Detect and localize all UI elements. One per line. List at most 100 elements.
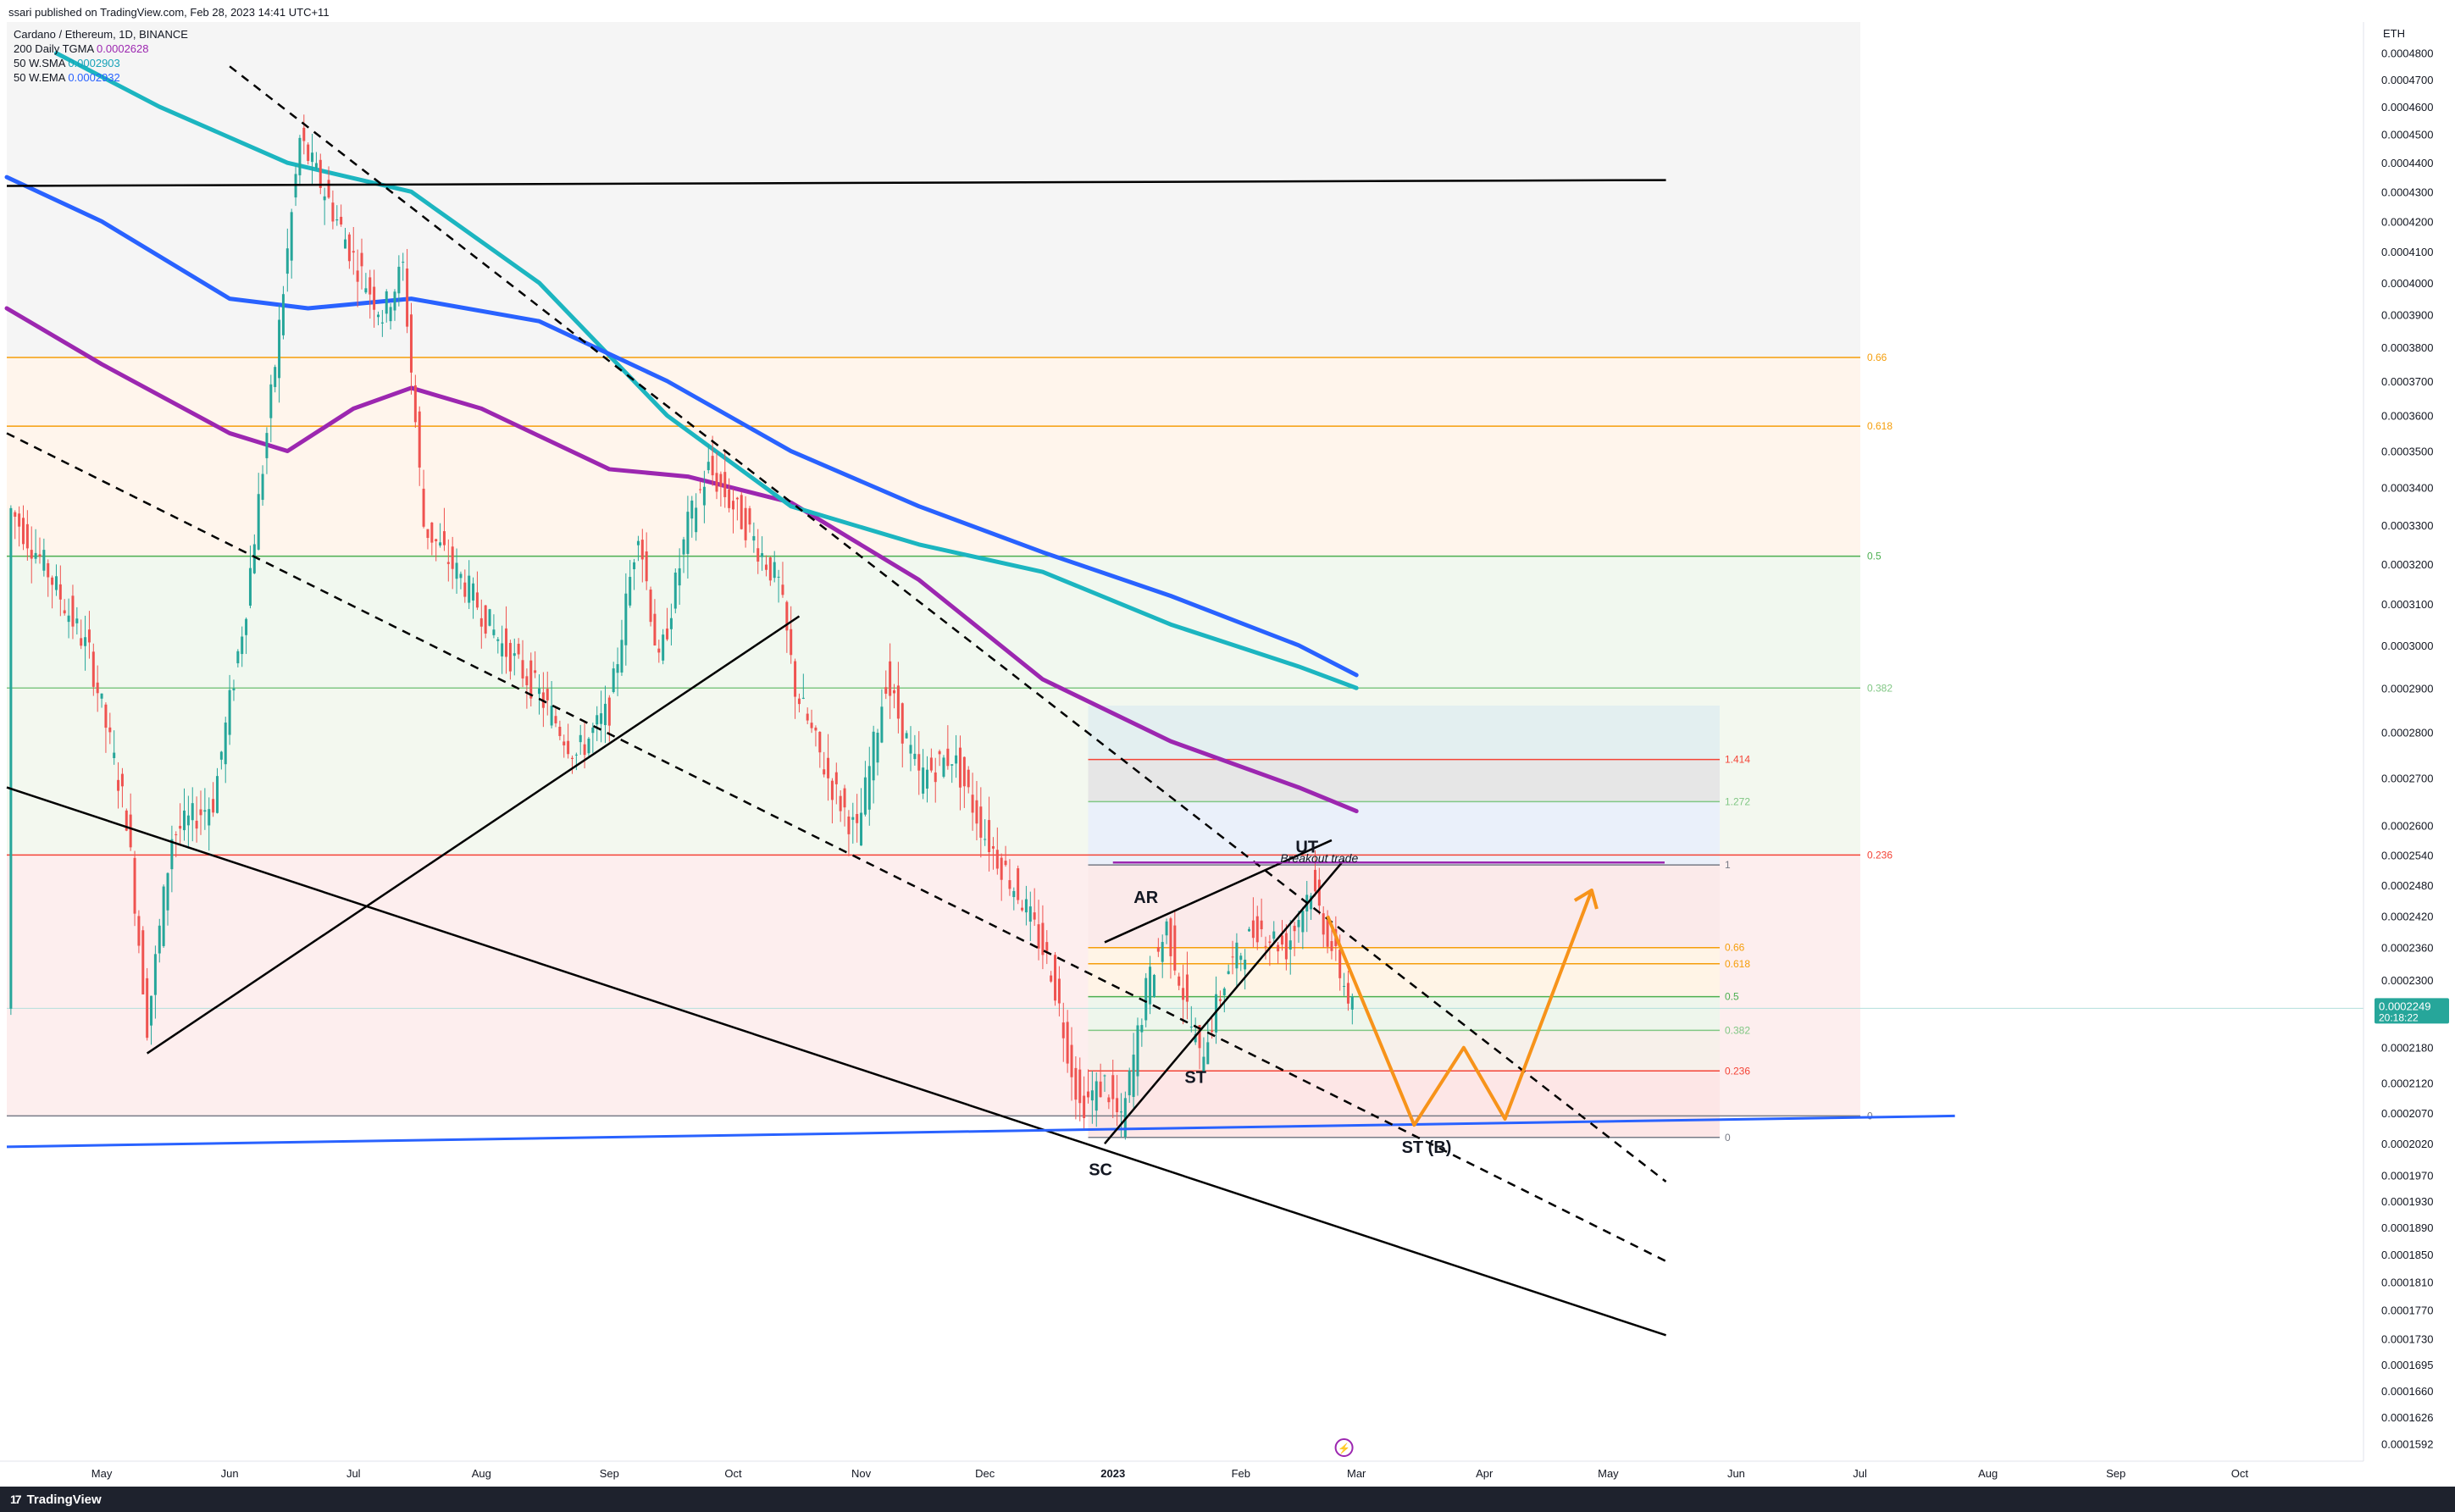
candle-body[interactable]	[261, 474, 264, 501]
candle-body[interactable]	[208, 809, 211, 826]
candle-body[interactable]	[1111, 1075, 1115, 1099]
candle-body[interactable]	[1165, 921, 1168, 936]
time-axis[interactable]: May Jun Jul Aug Sep Oct Nov Dec 2023 Feb Mar Apr May…	[0, 1460, 2364, 1487]
candle-body[interactable]	[183, 810, 186, 831]
candle-body[interactable]	[67, 615, 70, 623]
candle-body[interactable]	[1103, 1075, 1106, 1077]
candle-body[interactable]	[1297, 920, 1300, 928]
candle-body[interactable]	[863, 777, 867, 815]
candle-body[interactable]	[669, 618, 673, 629]
candle-body[interactable]	[946, 748, 950, 767]
candle-body[interactable]	[991, 846, 995, 849]
candle-body[interactable]	[38, 554, 42, 557]
candle-body[interactable]	[1185, 974, 1189, 1002]
candle-body[interactable]	[195, 820, 198, 829]
candle-body[interactable]	[768, 557, 772, 581]
candle-body[interactable]	[525, 676, 529, 685]
candle-body[interactable]	[1251, 920, 1255, 939]
candle-body[interactable]	[781, 584, 784, 595]
candle-body[interactable]	[901, 703, 904, 744]
candle-body[interactable]	[1268, 941, 1272, 943]
candle-body[interactable]	[818, 731, 822, 753]
candle-body[interactable]	[773, 562, 776, 579]
candle-body[interactable]	[340, 216, 343, 225]
candle-body[interactable]	[1284, 933, 1288, 960]
candle-body[interactable]	[1301, 911, 1305, 933]
candle-body[interactable]	[1178, 976, 1181, 986]
candle-body[interactable]	[505, 628, 508, 657]
candle-body[interactable]	[1078, 1069, 1082, 1104]
candle-body[interactable]	[616, 664, 619, 673]
candle-body[interactable]	[538, 688, 541, 695]
candle-body[interactable]	[889, 661, 892, 696]
candle-body[interactable]	[797, 698, 801, 705]
candle-body[interactable]	[673, 572, 677, 609]
candle-body[interactable]	[158, 925, 161, 954]
candle-body[interactable]	[104, 704, 108, 728]
candle-body[interactable]	[880, 706, 884, 743]
candle-body[interactable]	[265, 433, 269, 458]
candle-body[interactable]	[203, 810, 207, 812]
candle-body[interactable]	[1173, 925, 1177, 971]
candle-body[interactable]	[867, 766, 871, 810]
candle-body[interactable]	[501, 643, 504, 656]
candle-body[interactable]	[170, 839, 174, 870]
candle-body[interactable]	[463, 582, 467, 597]
candle-body[interactable]	[496, 639, 500, 641]
candle-body[interactable]	[1272, 931, 1276, 939]
candle-body[interactable]	[18, 513, 21, 527]
candle-body[interactable]	[1008, 880, 1011, 889]
candle-body[interactable]	[979, 806, 983, 838]
candle-body[interactable]	[402, 262, 405, 263]
candle-body[interactable]	[9, 507, 13, 1009]
candle-body[interactable]	[988, 820, 991, 853]
candle-body[interactable]	[1152, 974, 1155, 997]
candle-body[interactable]	[591, 727, 595, 734]
candle-body[interactable]	[1338, 949, 1342, 978]
candle-body[interactable]	[814, 728, 817, 731]
candle-body[interactable]	[1260, 920, 1263, 930]
candle-body[interactable]	[1255, 916, 1259, 943]
candle-body[interactable]	[344, 239, 347, 249]
candle-body[interactable]	[1021, 907, 1024, 911]
candle-body[interactable]	[84, 637, 87, 646]
tradingview-logo[interactable]: 17 TradingView	[10, 1493, 102, 1507]
candle-body[interactable]	[521, 660, 524, 678]
candle-body[interactable]	[649, 590, 652, 623]
candle-body[interactable]	[620, 640, 623, 673]
candle-body[interactable]	[385, 291, 388, 314]
candle-body[interactable]	[51, 577, 54, 585]
candle-body[interactable]	[241, 636, 244, 655]
candle-body[interactable]	[439, 542, 442, 546]
candle-body[interactable]	[1239, 955, 1243, 961]
candle-body[interactable]	[756, 548, 760, 562]
candle-body[interactable]	[702, 486, 706, 506]
candle-body[interactable]	[1136, 1025, 1139, 1077]
candle-body[interactable]	[1280, 935, 1283, 945]
candle-body[interactable]	[327, 180, 330, 198]
candle-body[interactable]	[1066, 1022, 1069, 1064]
candle-body[interactable]	[1248, 928, 1251, 932]
candle-body[interactable]	[682, 539, 685, 555]
candle-body[interactable]	[1037, 924, 1040, 949]
candle-body[interactable]	[224, 723, 227, 765]
candle-body[interactable]	[1322, 913, 1325, 935]
candle-body[interactable]	[236, 651, 240, 664]
candle-body[interactable]	[917, 754, 921, 771]
candle-body[interactable]	[252, 544, 256, 573]
candle-body[interactable]	[596, 715, 599, 725]
candle-body[interactable]	[1057, 978, 1061, 1004]
candle-body[interactable]	[409, 314, 413, 373]
candle-body[interactable]	[1317, 879, 1321, 906]
candle-body[interactable]	[550, 706, 553, 726]
candle-body[interactable]	[1326, 919, 1329, 947]
candle-body[interactable]	[971, 795, 974, 813]
candle-body[interactable]	[376, 314, 380, 318]
candle-body[interactable]	[1083, 1095, 1086, 1118]
candle-body[interactable]	[876, 733, 879, 763]
candle-body[interactable]	[856, 813, 859, 823]
candle-body[interactable]	[146, 978, 149, 1038]
candle-body[interactable]	[212, 799, 215, 813]
candle-body[interactable]	[492, 629, 496, 635]
